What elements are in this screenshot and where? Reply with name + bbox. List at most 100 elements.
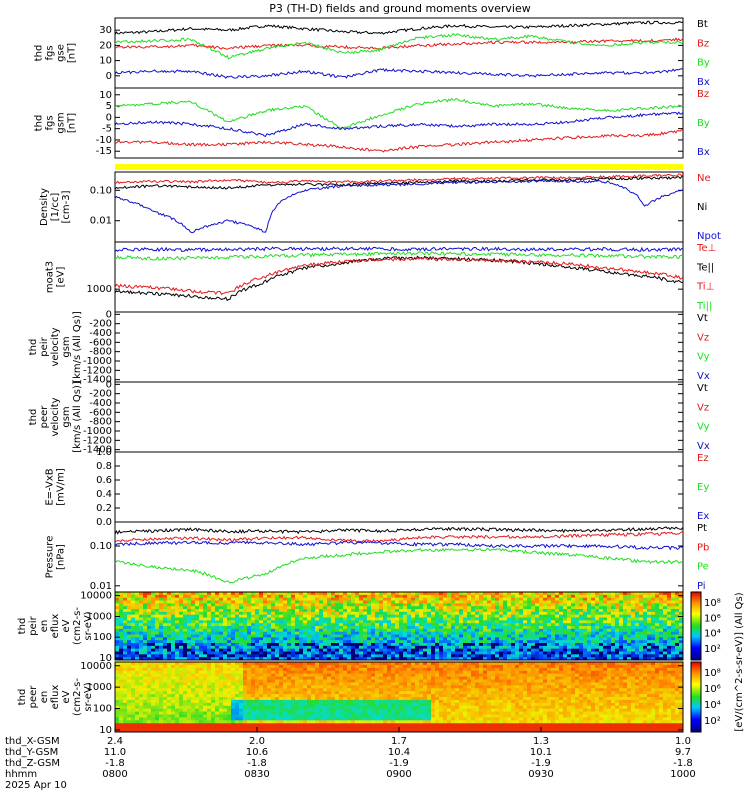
spec-cell [583, 637, 588, 641]
spec-cell [119, 664, 124, 669]
spec-cell [615, 620, 620, 624]
spec-cell [303, 643, 308, 647]
spec-cell [275, 594, 280, 598]
spec-cell [351, 645, 356, 649]
spec-cell [515, 648, 520, 652]
spec-cell [299, 609, 304, 613]
spec-cell [167, 662, 172, 666]
spec-cell [175, 597, 180, 601]
spec-cell [219, 705, 224, 709]
spec-cell [463, 654, 468, 658]
spec-cell [595, 651, 600, 655]
spec-cell [311, 714, 316, 718]
spec-cell [551, 620, 556, 624]
spec-cell [359, 645, 364, 649]
spec-cell [139, 720, 144, 724]
spec-cell [499, 657, 504, 661]
spec-cell [603, 628, 608, 632]
spec-cell [483, 623, 488, 627]
spec-cell [319, 720, 324, 724]
spec-cell [447, 657, 452, 661]
spec-cell [235, 723, 240, 727]
spec-cell [167, 597, 172, 601]
spec-cell [403, 645, 408, 649]
spec-cell [395, 623, 400, 627]
spec-cell [147, 637, 152, 641]
spec-cell [295, 705, 300, 709]
spec-cell [211, 640, 216, 644]
spec-cell [159, 597, 164, 601]
spec-cell [211, 643, 216, 647]
spec-cell [263, 720, 268, 724]
spec-cell [371, 651, 376, 655]
spec-cell [167, 592, 172, 596]
spec-cell [303, 711, 308, 715]
spec-cell [163, 654, 168, 658]
spec-cell [247, 645, 252, 649]
spec-cell [491, 651, 496, 655]
spec-cell [291, 717, 296, 721]
spec-cell [267, 592, 272, 596]
spec-cell [619, 606, 624, 610]
spec-cell [359, 592, 364, 596]
spec-cell [319, 717, 324, 721]
spec-cell [171, 592, 176, 596]
spec-cell [483, 648, 488, 652]
spec-cell [607, 634, 612, 638]
spec-cell [563, 626, 568, 630]
spec-cell [215, 623, 220, 627]
spec-cell [187, 626, 192, 630]
spec-cell [323, 657, 328, 661]
spec-cell [231, 628, 236, 632]
spec-cell [495, 617, 500, 621]
spec-cell [147, 691, 152, 695]
spec-cell [259, 628, 264, 632]
spec-cell [267, 594, 272, 598]
spec-cell [175, 723, 180, 727]
spec-cell [615, 597, 620, 601]
spec-cell [595, 620, 600, 624]
series-ti⊥ [114, 256, 684, 296]
spec-cell [135, 631, 140, 635]
spec-cell [219, 679, 224, 683]
spec-cell [191, 705, 196, 709]
spec-cell [339, 694, 344, 698]
spec-cell [119, 694, 124, 698]
spec-cell [263, 634, 268, 638]
spec-cell [575, 643, 580, 647]
spec-cell [311, 699, 316, 704]
spec-cell [331, 606, 336, 610]
spec-cell [323, 699, 328, 704]
spec-cell [195, 654, 200, 658]
spec-cell [307, 702, 312, 707]
spec-cell [287, 597, 292, 601]
spec-cell [215, 699, 220, 704]
spec-cell [131, 664, 136, 669]
spec-cell [323, 623, 328, 627]
spec-cell [631, 611, 636, 615]
spec-cell [295, 702, 300, 707]
spec-cell [207, 676, 212, 680]
spec-cell [311, 634, 316, 638]
spec-cell [323, 626, 328, 630]
spec-cell [363, 654, 368, 658]
spec-cell [395, 600, 400, 604]
spec-cell [131, 594, 136, 598]
spec-cell [615, 648, 620, 652]
spec-cell [639, 594, 644, 598]
spec-cell [463, 606, 468, 610]
spec-cell [539, 597, 544, 601]
spec-cell [243, 720, 248, 724]
spec-cell [607, 611, 612, 615]
spec-cell [575, 628, 580, 632]
spec-cell [359, 617, 364, 621]
spec-cell [195, 679, 200, 683]
spec-cell [299, 702, 304, 707]
spec-cell [431, 637, 436, 641]
spec-cell [219, 694, 224, 698]
spec-cell [303, 594, 308, 598]
spec-cell [439, 606, 444, 610]
spec-cell [379, 643, 384, 647]
spec-cell [307, 720, 312, 724]
spec-cell [507, 628, 512, 632]
